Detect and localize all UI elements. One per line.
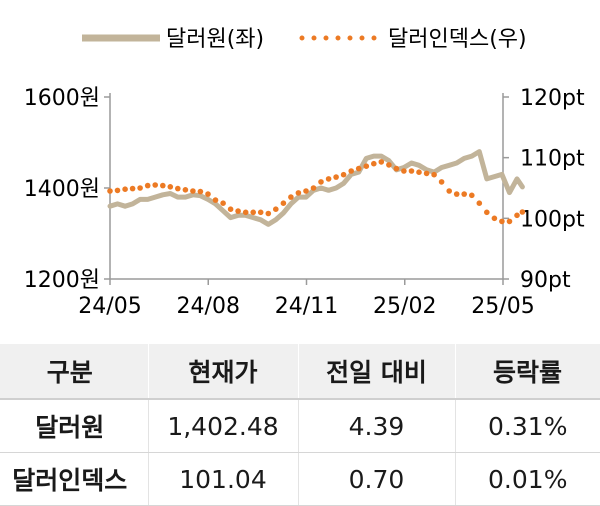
series-point-dollar-index	[386, 162, 392, 168]
left-axis-tick-label: 1400원	[24, 177, 100, 202]
series-point-dollar-index	[250, 209, 256, 216]
header-change-rate: 등락률	[454, 344, 600, 399]
series-point-dollar-index	[461, 191, 468, 197]
x-axis-tick-label: 24/08	[177, 294, 240, 319]
series-point-dollar-index	[491, 215, 498, 222]
right-axis-tick-label: 120pt	[520, 86, 585, 111]
x-axis-tick-label: 24/11	[275, 294, 338, 319]
exchange-rate-chart: 달러원(좌) 달러인덱스(우) 1600원 1400원 1200원 120pt 110p…	[24, 27, 585, 319]
series-point-dollar-index	[265, 210, 272, 217]
legend-label-dollar-index: 달러인덱스(우)	[388, 27, 527, 52]
series-point-dollar-index	[175, 185, 181, 192]
row-label: 달러인덱스	[0, 452, 148, 506]
right-axis-tick-label: 110pt	[520, 147, 585, 172]
series-point-dollar-index	[114, 187, 121, 194]
series-point-dollar-index	[453, 191, 460, 197]
change-rate: 0.31%	[454, 398, 600, 453]
series-point-dollar-index	[438, 179, 445, 185]
series-point-dollar-index	[257, 209, 264, 216]
row-label: 달러원	[0, 398, 148, 453]
series-point-dollar-index	[348, 168, 355, 174]
change-rate: 0.01%	[454, 452, 600, 506]
series-point-dollar-index	[190, 188, 196, 194]
series-point-dollar-index	[212, 197, 219, 203]
change-value: 4.39	[297, 398, 455, 453]
series-point-dollar-index	[273, 206, 279, 212]
series-line-usdkrw	[107, 149, 525, 227]
series-point-dollar-index	[235, 208, 241, 214]
table-row: 달러원 1,402.48 4.39 0.31%	[0, 398, 600, 453]
current-price: 101.04	[147, 452, 298, 506]
series-point-dollar-index	[416, 169, 422, 175]
x-axis-tick-label: 24/05	[78, 294, 141, 319]
table-header-row: 구분 현재가 전일 대비 등락률	[0, 344, 600, 399]
series-point-dollar-index	[220, 200, 226, 206]
series-point-dollar-index	[197, 188, 204, 195]
series-point-dollar-index	[333, 174, 339, 180]
series-point-dollar-index	[129, 185, 136, 192]
series-point-dollar-index	[182, 187, 189, 193]
axis-ticks: 1600원 1400원 1200원 120pt 110pt 100pt 90pt 24/05 2…	[24, 86, 585, 319]
series-point-dollar-index	[355, 165, 362, 172]
table-row: 달러인덱스 101.04 0.70 0.01%	[0, 452, 600, 506]
series-point-dollar-index	[519, 209, 526, 215]
current-price: 1,402.48	[147, 398, 298, 453]
series-point-dollar-index	[144, 182, 151, 189]
series-point-dollar-index	[288, 194, 294, 200]
series-point-dollar-index	[227, 206, 234, 212]
series-point-dollar-index	[506, 218, 513, 225]
series-point-dollar-index	[484, 209, 490, 216]
chart-legend: 달러원(좌) 달러인덱스(우)	[82, 27, 527, 52]
series-point-dollar-index	[107, 188, 113, 194]
series-point-dollar-index	[446, 188, 453, 194]
header-category: 구분	[0, 344, 149, 399]
left-axis-tick-label: 1200원	[24, 268, 100, 293]
series-point-dollar-index	[378, 159, 385, 165]
series-point-dollar-index	[401, 168, 407, 174]
change-value: 0.70	[297, 452, 455, 506]
series-point-dollar-index	[423, 170, 430, 177]
right-axis-tick-label: 90pt	[520, 268, 571, 293]
series-point-dollar-index	[469, 192, 475, 199]
series-point-dollar-index	[303, 188, 309, 194]
series-point-dollar-index	[476, 200, 483, 206]
series-point-dollar-index	[363, 163, 370, 169]
right-axis-tick-label: 100pt	[520, 207, 585, 232]
series-point-dollar-index	[167, 184, 174, 190]
series-point-dollar-index	[325, 176, 332, 182]
series-point-dollar-index	[242, 209, 249, 216]
series-point-dollar-index	[122, 186, 128, 192]
x-axis-tick-label: 25/02	[373, 294, 436, 319]
series-point-dollar-index	[514, 212, 520, 219]
series-point-dollar-index	[408, 168, 415, 174]
chart-series	[107, 149, 526, 227]
series-point-dollar-index	[152, 182, 158, 188]
series-point-dollar-index	[310, 185, 317, 191]
header-change: 전일 대비	[297, 344, 456, 399]
series-point-dollar-index	[371, 160, 377, 167]
series-point-dollar-index	[280, 200, 287, 206]
series-point-dollar-index	[137, 185, 143, 191]
series-point-dollar-index	[295, 190, 302, 196]
x-axis-tick-label: 25/05	[471, 294, 534, 319]
series-point-dollar-index	[318, 179, 324, 185]
series-point-dollar-index	[393, 165, 400, 172]
left-axis-tick-label: 1600원	[24, 86, 100, 111]
series-point-dollar-index	[499, 218, 505, 225]
series-point-dollar-index	[205, 191, 211, 197]
quote-table: 구분 현재가 전일 대비 등락률 달러원 1,402.48 4.39 0.31%…	[0, 344, 600, 506]
header-current-price: 현재가	[147, 344, 299, 399]
series-point-dollar-index	[160, 182, 166, 189]
legend-label-usdkrw: 달러원(좌)	[166, 27, 264, 52]
series-point-dollar-index	[340, 171, 347, 178]
series-point-dollar-index	[431, 171, 437, 178]
